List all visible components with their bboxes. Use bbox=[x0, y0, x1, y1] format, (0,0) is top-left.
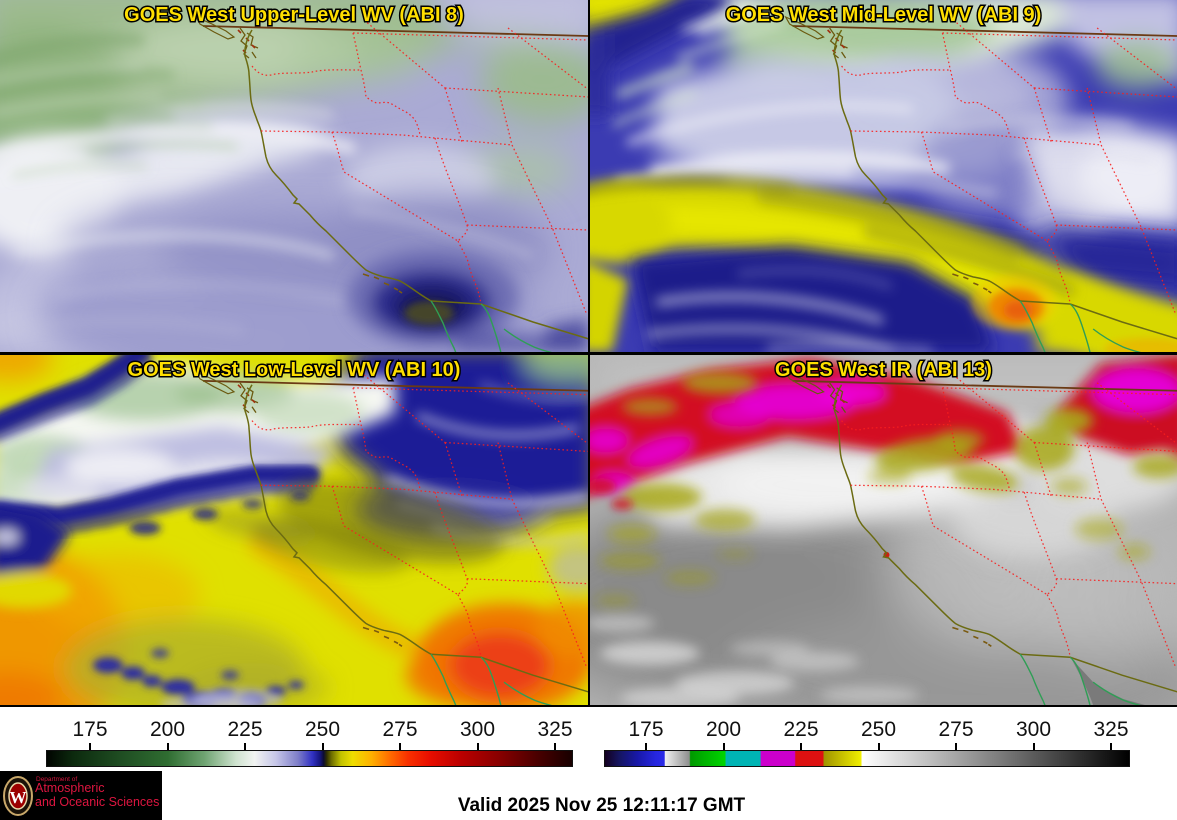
svg-text:GOES West Mid-Level WV (ABI 9): GOES West Mid-Level WV (ABI 9) bbox=[726, 4, 1042, 26]
svg-text:GOES West Low-Level WV (ABI 10: GOES West Low-Level WV (ABI 10) bbox=[128, 359, 461, 381]
svg-text:GOES West IR (ABI 13): GOES West IR (ABI 13) bbox=[775, 359, 992, 381]
svg-text:GOES West Upper-Level WV (ABI: GOES West Upper-Level WV (ABI 8) bbox=[124, 4, 464, 26]
svg-text:W: W bbox=[10, 788, 27, 807]
